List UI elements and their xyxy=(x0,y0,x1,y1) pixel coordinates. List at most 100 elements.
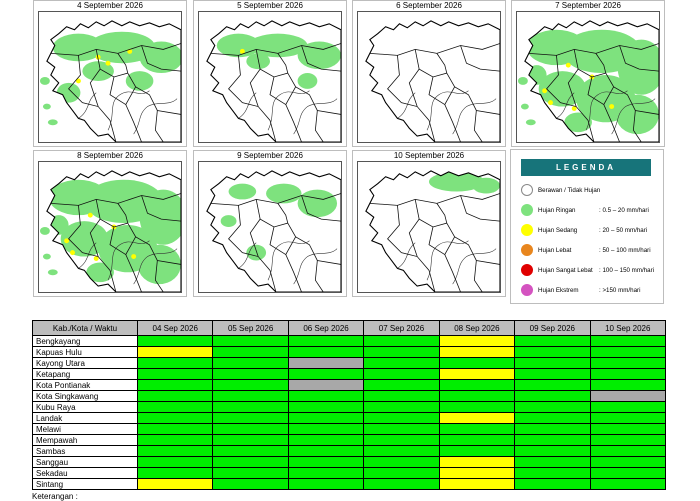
rain-area xyxy=(88,31,156,64)
forecast-cell xyxy=(514,456,591,468)
rain-area xyxy=(42,253,51,260)
table-row: Melawi xyxy=(32,423,667,435)
forecast-cell xyxy=(438,346,516,358)
regency-name: Kubu Raya xyxy=(32,401,138,413)
regency-border xyxy=(632,110,642,142)
forecast-cell xyxy=(438,456,516,468)
forecast-cell xyxy=(438,434,516,446)
forecast-cell xyxy=(136,401,214,413)
river-line xyxy=(293,98,338,135)
legend-range: : 100 – 150 mm/hari xyxy=(599,267,655,274)
forecast-cell xyxy=(514,379,591,391)
forecast-cell xyxy=(363,412,440,424)
forecast-cell xyxy=(514,434,591,446)
forecast-cell xyxy=(589,357,667,369)
regency-border xyxy=(460,195,500,222)
map-date-title: 9 September 2026 xyxy=(194,151,346,163)
regency-border xyxy=(228,55,277,142)
rain-area xyxy=(39,227,50,235)
forecast-cell xyxy=(212,401,289,413)
forecast-cell xyxy=(287,335,365,347)
forecast-cell xyxy=(589,467,667,479)
regency-border xyxy=(285,236,302,292)
forecast-cell xyxy=(589,445,667,457)
moderate-rain-spot xyxy=(75,78,81,84)
legend-item: Berawan / Tidak Hujan xyxy=(521,184,663,198)
river-line xyxy=(452,98,497,135)
forecast-cell xyxy=(287,357,365,369)
forecast-cell xyxy=(212,423,289,435)
map-panel: 5 September 2026 xyxy=(193,0,347,147)
legend-item: Hujan Ekstrem: >150 mm/hari xyxy=(521,284,663,298)
rain-area xyxy=(228,183,257,200)
moderate-rain-spot xyxy=(70,250,75,256)
forecast-cell xyxy=(136,445,214,457)
legend-label: Hujan Sedang xyxy=(538,227,578,234)
regency-border xyxy=(141,195,181,222)
moderate-rain-spot xyxy=(64,238,70,244)
forecast-cell xyxy=(287,390,365,402)
rain-forecast-map xyxy=(198,161,342,293)
regency-name: Ketapang xyxy=(32,368,138,380)
legend-label: Hujan Sangat Lebat xyxy=(538,267,593,274)
regency-border xyxy=(587,76,604,105)
rain-area xyxy=(82,61,114,81)
forecast-cell xyxy=(589,423,667,435)
forecast-cell xyxy=(287,401,365,413)
rain-area xyxy=(139,41,181,74)
forecast-cell xyxy=(212,478,289,490)
regency-name: Melawi xyxy=(32,423,138,435)
regency-border xyxy=(95,49,181,115)
forecast-cell xyxy=(514,467,591,479)
regency-border xyxy=(125,86,142,142)
table-row: Landak xyxy=(32,412,667,424)
forecast-cell xyxy=(514,478,591,490)
forecast-cell xyxy=(514,412,591,424)
river-line xyxy=(452,248,497,285)
regency-name: Bengkayang xyxy=(32,335,138,347)
date-column-header: 09 Sep 2026 xyxy=(514,320,591,336)
table-row: Kayong Utara xyxy=(32,357,667,369)
legend-label: Berawan / Tidak Hujan xyxy=(538,187,601,194)
table-row: Ketapang xyxy=(32,368,667,380)
regency-border xyxy=(414,49,500,115)
legend-item: Hujan Sedang: 20 – 50 mm/hari xyxy=(521,224,663,238)
rain-forecast-map xyxy=(38,161,182,293)
forecast-cell xyxy=(589,379,667,391)
forecast-cell xyxy=(438,467,516,479)
regency-border xyxy=(269,226,286,255)
regency-border xyxy=(408,68,420,107)
regency-border xyxy=(428,226,445,255)
rain-area xyxy=(47,269,58,276)
rain-area xyxy=(42,103,51,110)
regency-name: Sanggau xyxy=(32,456,138,468)
river-line xyxy=(426,240,469,281)
regency-border xyxy=(414,199,500,265)
rain-area xyxy=(48,215,69,235)
rain-area xyxy=(297,189,338,218)
forecast-cell xyxy=(514,346,591,358)
date-column-header: 06 Sep 2026 xyxy=(287,320,365,336)
forecast-cell xyxy=(438,379,516,391)
table-row: Kota Pontianak xyxy=(32,379,667,391)
forecast-cell xyxy=(136,346,214,358)
legend-label: Hujan Ekstrem xyxy=(538,287,579,294)
forecast-cell xyxy=(589,412,667,424)
regency-border xyxy=(249,68,261,107)
forecast-cell xyxy=(287,445,365,457)
rain-area xyxy=(60,221,109,257)
regency-border xyxy=(269,76,286,105)
map-date-title: 10 September 2026 xyxy=(353,151,505,163)
map-panel: 7 September 2026 xyxy=(511,0,665,147)
rain-area xyxy=(56,82,81,103)
regency-border xyxy=(473,260,483,292)
rain-area xyxy=(526,65,547,85)
river-line xyxy=(426,90,469,131)
moderate-rain-spot xyxy=(542,88,548,94)
coastline xyxy=(206,170,341,292)
map-panel: 4 September 2026 xyxy=(33,0,187,147)
moderate-rain-spot xyxy=(548,100,553,106)
regency-border xyxy=(277,53,289,74)
forecast-cell xyxy=(287,434,365,446)
forecast-cell xyxy=(212,335,289,347)
